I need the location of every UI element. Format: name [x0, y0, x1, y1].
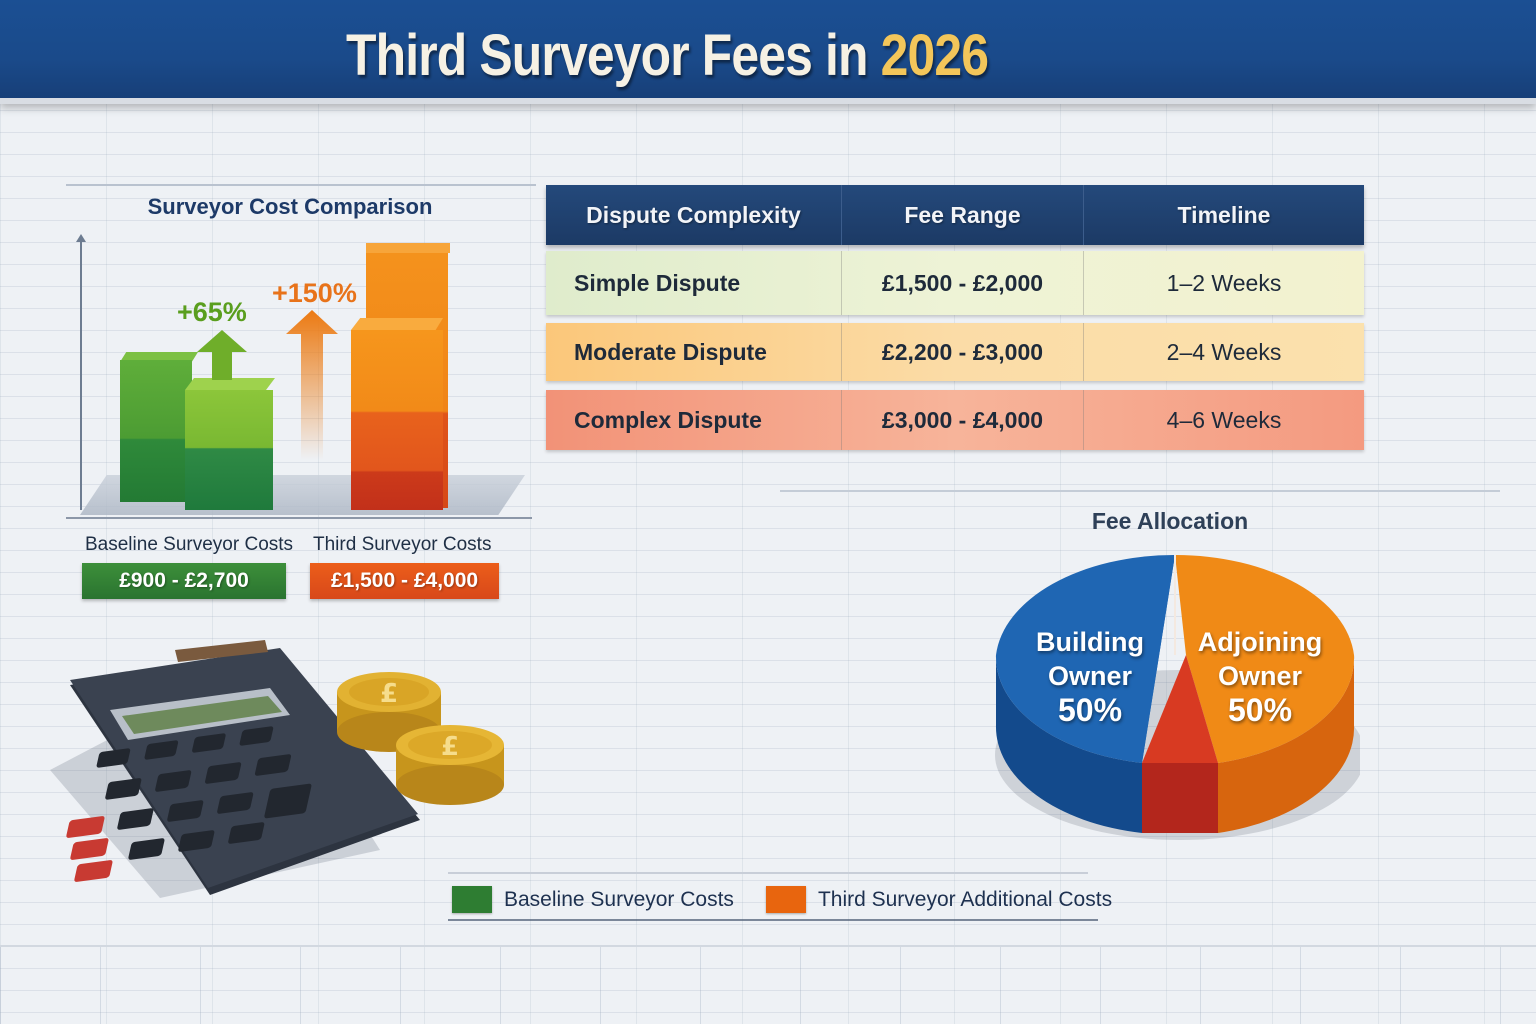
fee-table: Dispute Complexity Fee Range Timeline Si…	[546, 185, 1364, 450]
bar-chart-title: Surveyor Cost Comparison	[147, 194, 433, 219]
pie-label-building-owner: Building Owner 50%	[1020, 625, 1160, 727]
cell-fee: £3,000 - £4,000	[842, 390, 1084, 450]
baseline-label: Baseline Surveyor Costs	[85, 534, 294, 555]
cell-complexity: Simple Dispute	[546, 251, 842, 315]
increase-label-orange: +150%	[272, 278, 357, 308]
y-axis	[76, 234, 86, 510]
title-year: 2026	[880, 23, 989, 88]
header-complexity: Dispute Complexity	[546, 185, 842, 245]
cell-timeline: 4–6 Weeks	[1166, 406, 1282, 433]
divider	[448, 872, 1088, 874]
slice-percent: 50%	[1057, 692, 1123, 728]
legend-swatch-third	[765, 886, 806, 913]
page-title: Third Surveyor Fees in 2026	[346, 22, 989, 89]
third-label: Third Surveyor Costs	[313, 534, 492, 555]
increase-arrow-green-icon	[197, 330, 247, 380]
table-row-complex: Complex Dispute £3,000 - £4,000 4–6 Week…	[546, 390, 1364, 450]
legend-underline	[448, 919, 1098, 921]
legend-label-baseline: Baseline Surveyor Costs	[504, 887, 734, 911]
increase-arrow-orange-icon	[286, 310, 338, 460]
cell-complexity: Moderate Dispute	[546, 323, 842, 381]
legend-label-third: Third Surveyor Additional Costs	[817, 887, 1113, 911]
bar-baseline-front	[185, 378, 275, 510]
baseline-range-badge: £900 - £2,700	[82, 563, 286, 599]
bar-third-front	[351, 318, 443, 510]
increase-label-green: +65%	[177, 297, 247, 327]
pie-chart: Building Owner 50% Adjoining Owner 50%	[990, 554, 1365, 845]
slice-label-line2: Owner	[1047, 661, 1133, 691]
slice-percent: 50%	[1227, 692, 1293, 728]
calculator-icon: £ £	[50, 640, 504, 898]
background-grid-band	[0, 945, 1536, 1024]
table-row-moderate: Moderate Dispute £2,200 - £3,000 2–4 Wee…	[546, 323, 1364, 381]
legend-swatch-baseline	[452, 886, 492, 913]
cell-complexity: Complex Dispute	[546, 390, 842, 450]
divider	[780, 490, 1500, 492]
header-fee-range: Fee Range	[842, 185, 1084, 245]
cell-timeline: 1–2 Weeks	[1166, 269, 1282, 296]
cell-fee: £2,200 - £3,000	[842, 323, 1084, 381]
pie-graphic	[995, 554, 1365, 840]
slice-label-line2: Owner	[1217, 661, 1303, 691]
third-range-badge: £1,500 - £4,000	[310, 563, 499, 599]
header-timeline: Timeline	[1177, 201, 1271, 228]
table-row-simple: Simple Dispute £1,500 - £2,000 1–2 Weeks	[546, 251, 1364, 315]
slice-label-line1: Adjoining	[1197, 627, 1323, 657]
cell-fee: £1,500 - £2,000	[842, 251, 1084, 315]
pie-chart-title: Fee Allocation	[1091, 508, 1249, 534]
table-header: Dispute Complexity Fee Range Timeline	[546, 185, 1364, 245]
cell-timeline: 2–4 Weeks	[1166, 338, 1282, 365]
calculator-illustration: £ £	[40, 630, 510, 900]
chart-legend: Baseline Surveyor Costs Third Surveyor A…	[452, 886, 1144, 913]
bar-baseline-back	[120, 352, 198, 502]
svg-text:£: £	[380, 679, 398, 709]
pie-label-adjoining-owner: Adjoining Owner 50%	[1190, 625, 1330, 727]
divider	[66, 517, 532, 519]
pound-coins-icon: £ £	[337, 672, 504, 805]
slice-label-line1: Building	[1036, 627, 1144, 657]
divider	[66, 184, 536, 186]
svg-text:£: £	[441, 732, 459, 762]
title-text: Third Surveyor Fees in	[346, 23, 868, 88]
header-banner: Third Surveyor Fees in 2026	[0, 0, 1536, 104]
